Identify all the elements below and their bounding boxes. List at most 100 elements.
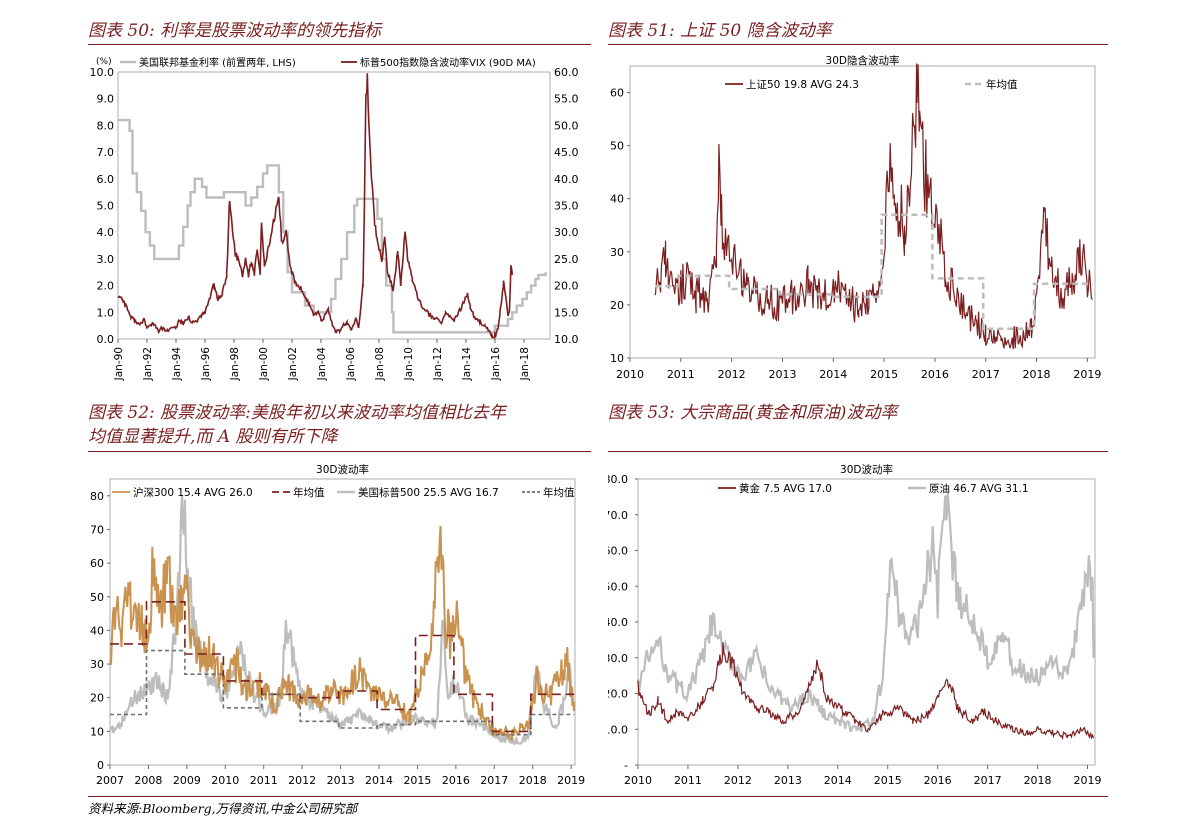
y-tick-label: 1.0 — [97, 306, 115, 319]
x-tick-label: 2018 — [1024, 774, 1052, 787]
x-tick-label: Jan-04 — [316, 347, 328, 382]
x-tick-label: Jan-14 — [461, 347, 473, 382]
series-csi300 — [109, 525, 576, 742]
y-tick-label: 80 — [90, 490, 104, 503]
x-tick-label: 2013 — [327, 774, 355, 787]
legend-label-vix: 标普500指数隐含波动率VIX (90D MA) — [360, 56, 536, 69]
y-tick-label: 7.0 — [97, 146, 115, 159]
legend-label-fed-rate: 美国联邦基金利率 (前置两年, LHS) — [139, 56, 296, 69]
x-tick-label: 2010 — [624, 774, 652, 787]
x-tick-label: 2014 — [365, 774, 393, 787]
x-tick-label: Jan-16 — [490, 347, 502, 382]
series-sp500-avg — [110, 649, 575, 736]
title-rule-52 — [88, 451, 591, 452]
y-tick-label: 20 — [90, 692, 104, 705]
x-tick-label: Jan-96 — [200, 347, 212, 382]
y2-tick-label: 40.0 — [554, 173, 579, 186]
x-tick-label: 2017 — [480, 774, 508, 787]
x-tick-label: Jan-08 — [374, 347, 386, 381]
x-tick-label: 2012 — [288, 774, 316, 787]
chart-title: 30D波动率 — [840, 463, 893, 476]
x-tick-label: 2019 — [557, 774, 585, 787]
legend: 黄金 7.5 AVG 17.0 原油 46.7 AVG 31.1 — [718, 482, 1029, 495]
x-tick-label: 2007 — [96, 774, 124, 787]
x-tick-label: 2015 — [874, 774, 902, 787]
x-tick-label: Jan-94 — [171, 347, 183, 382]
y-tick-label: 5.0 — [97, 200, 115, 213]
legend-label: 年均值 — [986, 78, 1018, 91]
title-rule-50 — [88, 44, 591, 45]
x-tick-label: Jan-02 — [287, 347, 299, 381]
y2-tick-label: 35.0 — [554, 200, 579, 213]
x-tick-label: 2016 — [442, 774, 470, 787]
series-gold — [637, 642, 1095, 741]
y2-tick-label: 55.0 — [554, 93, 579, 106]
panel-title-51: 图表 51: 上证 50 隐含波动率 — [608, 21, 832, 41]
x-tick-label: 2014 — [819, 368, 847, 381]
series-sz50 — [654, 63, 1093, 350]
x-tick-label: 2015 — [403, 774, 431, 787]
y-tick-label: 10.0 — [90, 66, 115, 79]
y2-tick-label: 30.0 — [554, 226, 579, 239]
panel-title-50: 图表 50: 利率是股票波动率的领先指标 — [88, 21, 382, 41]
legend-label: 原油 46.7 AVG 31.1 — [929, 482, 1029, 495]
chart-53-svg: 30D波动率 - 10.0 20.0 30.0 40.0 50.0 60.0 70.0 80.0 2… — [608, 463, 1102, 787]
y-tick-label: 50 — [90, 591, 104, 604]
legend-label: 年均值 — [293, 486, 325, 499]
y-tick-label: 60 — [90, 557, 104, 570]
x-tick-label: 2014 — [824, 774, 852, 787]
x-tick-label: 2012 — [718, 368, 746, 381]
x-tick-label: 2017 — [972, 368, 1000, 381]
series-vix — [117, 73, 514, 339]
x-tick-label: Jan-98 — [229, 347, 241, 381]
x-tick-label: Jan-06 — [345, 347, 357, 382]
legend: 上证50 19.8 AVG 24.3 年均值 — [725, 78, 1018, 91]
x-tick-label: 2012 — [724, 774, 752, 787]
series-sp500 — [109, 494, 576, 746]
x-tick-label: Jan-10 — [403, 347, 415, 381]
y-tick-label: 60 — [610, 87, 624, 100]
x-tick-label: Jan-12 — [432, 347, 444, 381]
y-tick-label: 10.0 — [608, 723, 628, 736]
x-tick-label: 2011 — [667, 368, 695, 381]
chart-52: 30D波动率 0 10 20 30 40 50 60 70 80 2007 2008 2009 2010 2… — [88, 455, 591, 795]
y-tick-label: 30 — [610, 246, 624, 259]
y2-tick-label: 60.0 — [554, 66, 579, 79]
legend-label: 上证50 19.8 AVG 24.3 — [746, 79, 859, 91]
series-sz50-avg — [655, 213, 1093, 331]
y-tick-label: 0 — [97, 759, 104, 772]
y2-tick-label: 50.0 — [554, 119, 579, 132]
x-tick-label: Jan-18 — [519, 347, 531, 381]
title-rule-51 — [608, 44, 1108, 45]
x-tick-label: 2008 — [134, 774, 162, 787]
source-rule — [88, 796, 1108, 797]
chart-51: 30D隐含波动率 10 20 30 40 50 60 2010 2011 2012 2013 2014… — [608, 48, 1108, 393]
x-tick-label: 2013 — [768, 368, 796, 381]
x-tick-label: 2018 — [519, 774, 547, 787]
x-tick-label: 2011 — [674, 774, 702, 787]
plot-frame — [629, 65, 1096, 359]
title-rule-53 — [608, 451, 1108, 452]
y-tick-label: 2.0 — [97, 280, 115, 293]
source-note: 资料来源:Bloomberg,万得资讯,中金公司研究部 — [88, 801, 358, 816]
y-tick-label: 80.0 — [608, 473, 628, 486]
unit-label: (%) — [96, 57, 112, 67]
y-tick-label: 9.0 — [97, 93, 115, 106]
x-tick-label: 2011 — [250, 774, 278, 787]
x-tick-label: 2009 — [173, 774, 201, 787]
x-tick-label: 2017 — [974, 774, 1002, 787]
y-tick-label: 8.0 — [97, 119, 115, 132]
y-tick-label: 30.0 — [608, 652, 628, 665]
y-tick-label: 4.0 — [97, 226, 115, 239]
chart-52-svg: 30D波动率 0 10 20 30 40 50 60 70 80 2007 2008 2009 2010 2… — [90, 463, 585, 787]
y-tick-label: 70.0 — [608, 509, 628, 522]
legend-label: 黄金 7.5 AVG 17.0 — [739, 482, 832, 495]
series-csi300-avg — [110, 601, 575, 733]
series-crude-oil — [636, 493, 1095, 733]
x-tick-label: 2010 — [616, 368, 644, 381]
x-tick-label: 2016 — [921, 368, 949, 381]
chart-title: 30D波动率 — [316, 463, 369, 476]
panel-title-52-line2: 均值显著提升,而 A 股则有所下降 — [88, 427, 338, 447]
x-tick-label: 2015 — [870, 368, 898, 381]
y2-tick-label: 45.0 — [554, 146, 579, 159]
